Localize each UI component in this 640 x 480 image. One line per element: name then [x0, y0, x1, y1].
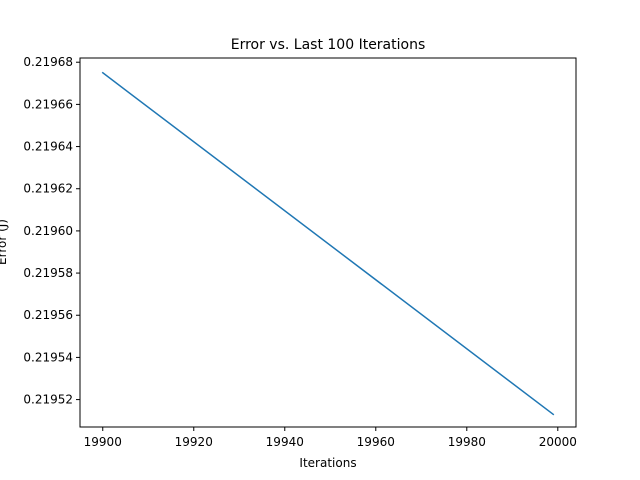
x-tick-label: 19900 — [84, 435, 122, 449]
y-axis-ticks: 0.21952 0.21954 0.21956 0.21958 0.21960 0.219… — [23, 55, 80, 407]
y-tick-label: 0.21968 — [23, 55, 73, 69]
x-axis-ticks: 19900 19920 19940 19960 19980 20000 — [84, 427, 577, 449]
y-tick-label: 0.21960 — [23, 224, 73, 238]
y-tick-label: 0.21964 — [23, 140, 73, 154]
y-axis-label: Error (J) — [0, 219, 9, 265]
x-tick-label: 19980 — [448, 435, 486, 449]
y-tick-label: 0.21958 — [23, 266, 73, 280]
x-tick-label: 20000 — [539, 435, 577, 449]
plot-frame — [79, 57, 577, 428]
x-tick-label: 19960 — [357, 435, 395, 449]
series-layer — [101, 71, 555, 416]
y-tick-label: 0.21962 — [23, 182, 73, 196]
plot-area — [80, 58, 576, 427]
y-tick-label: 0.21954 — [23, 350, 73, 364]
y-tick-label: 0.21956 — [23, 308, 73, 322]
series-line — [101, 71, 555, 416]
x-tick-label: 19940 — [266, 435, 304, 449]
x-tick-label: 19920 — [175, 435, 213, 449]
y-tick-label: 0.21966 — [23, 97, 73, 111]
y-tick-label: 0.21952 — [23, 393, 73, 407]
chart-title: Error vs. Last 100 Iterations — [231, 37, 426, 53]
x-axis-label: Iterations — [299, 456, 356, 470]
